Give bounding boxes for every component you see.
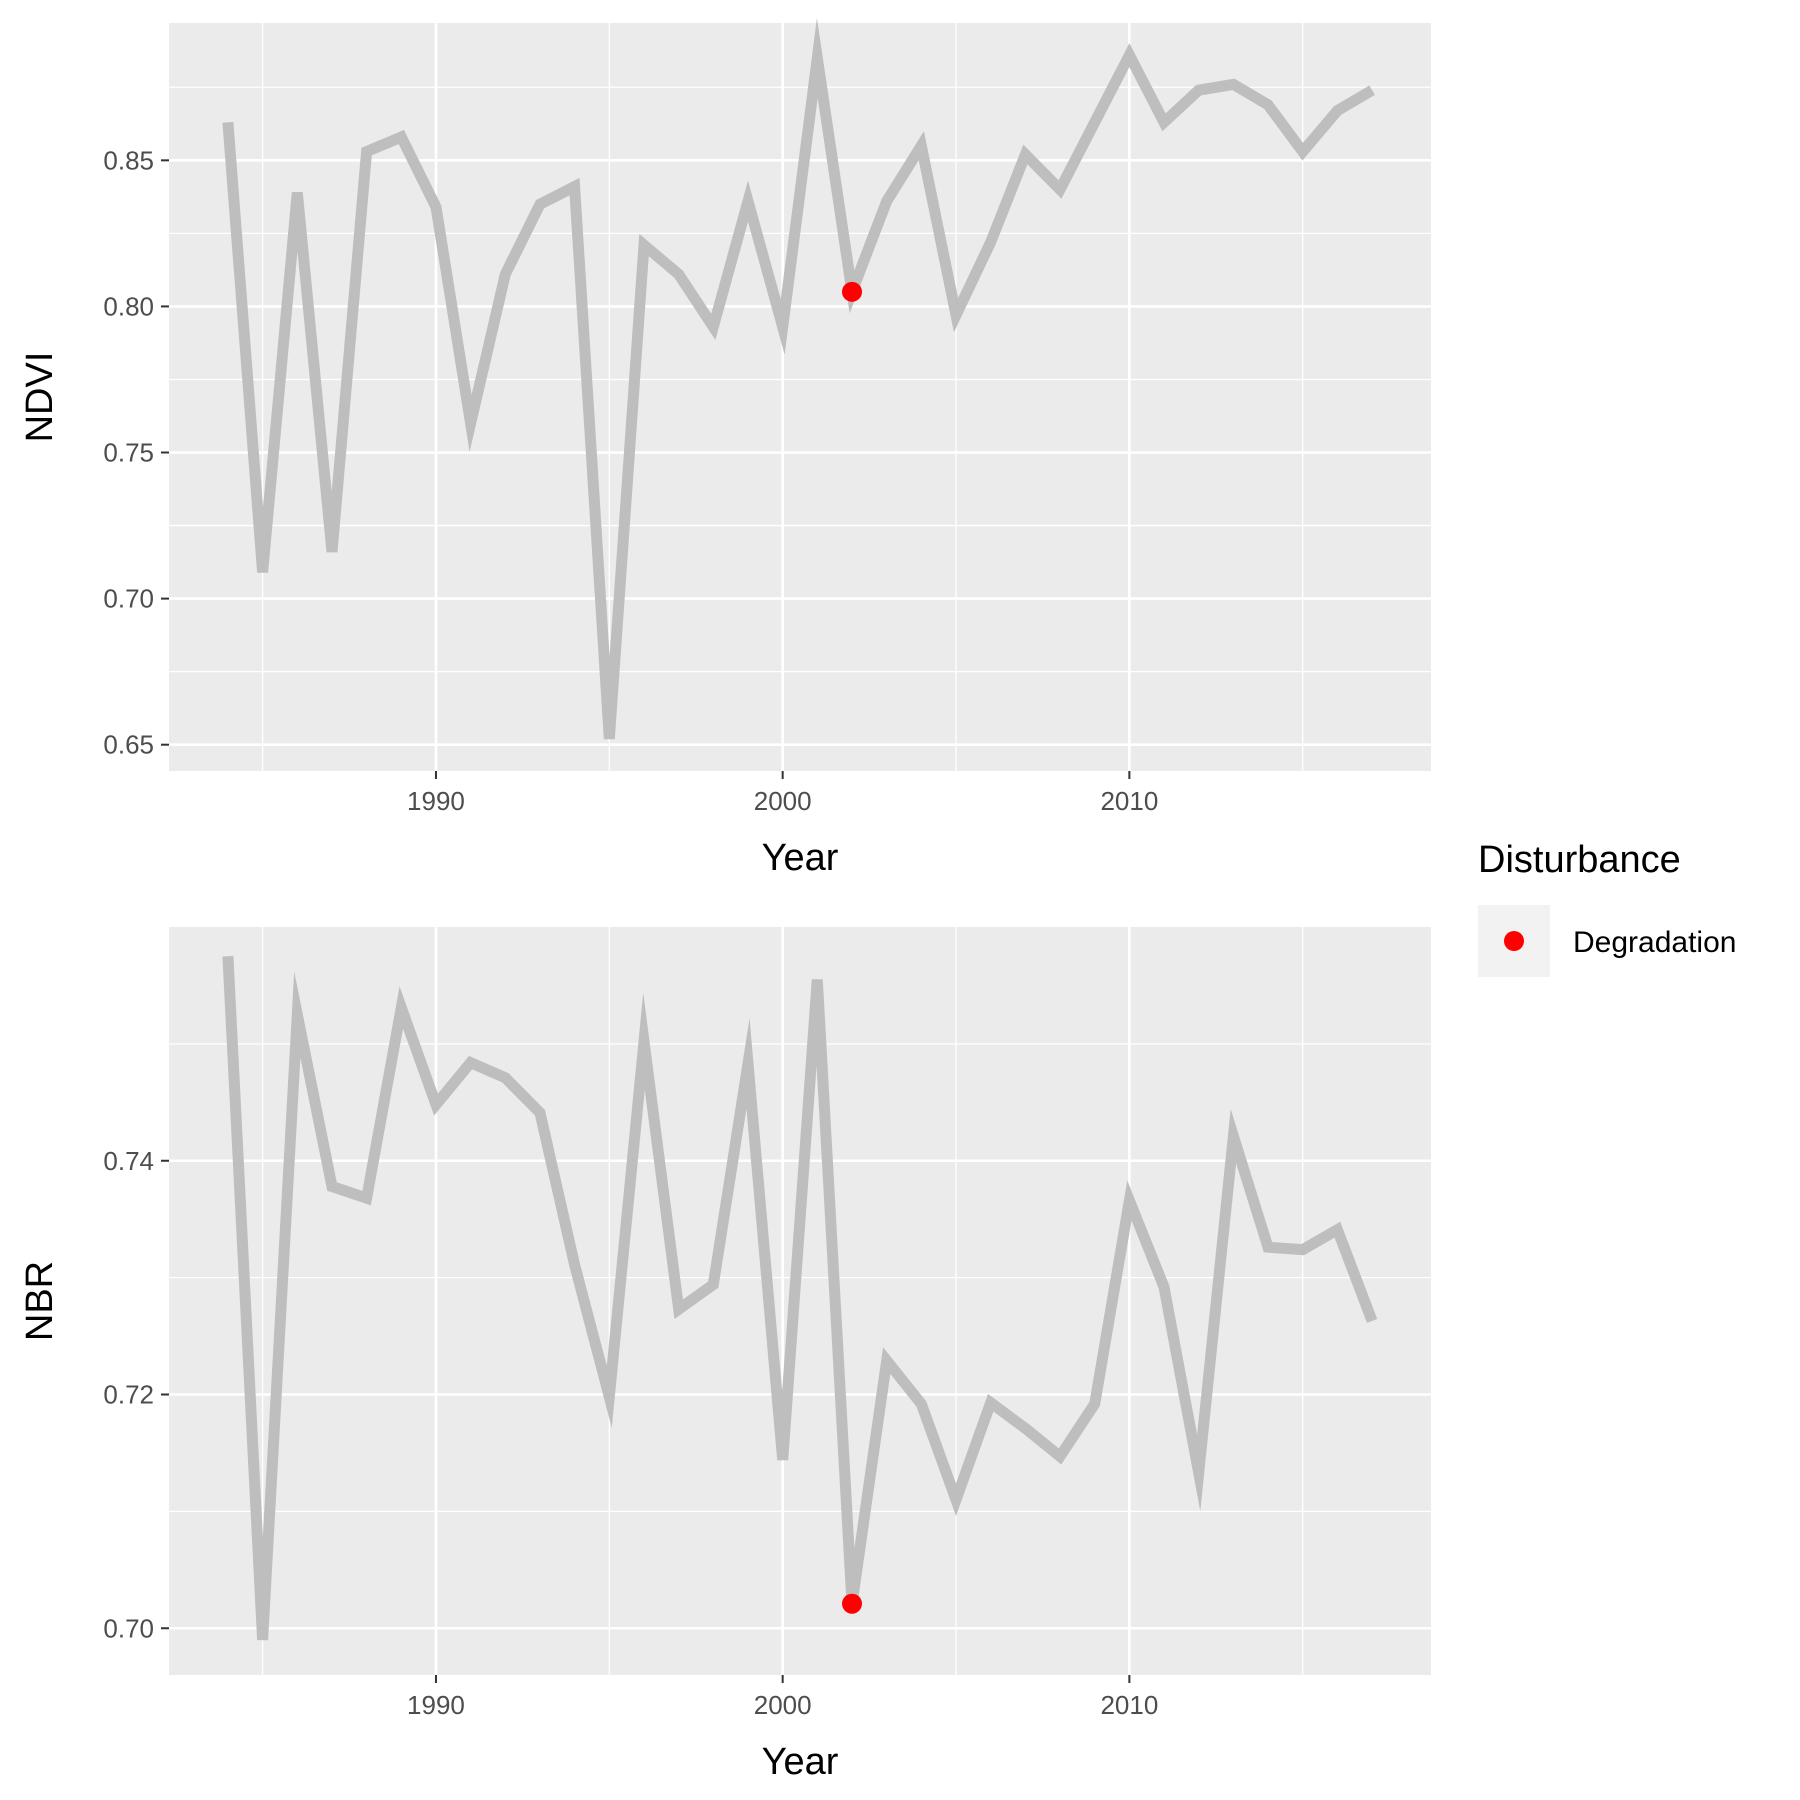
ndvi-y-tick-label: 0.70 xyxy=(103,584,154,614)
nbr-y-axis-ticks: 0.70 0.72 0.74 xyxy=(103,1146,169,1643)
nbr-x-axis-title: Year xyxy=(762,1741,839,1783)
ndvi-y-axis-ticks: 0.65 0.70 0.75 0.80 0.85 xyxy=(103,145,169,760)
ndvi-x-axis-title: Year xyxy=(762,837,839,879)
nbr-series-line xyxy=(222,955,1378,1641)
nbr-y-tick-label: 0.70 xyxy=(103,1613,154,1643)
ndvi-x-tick-label: 1990 xyxy=(407,786,465,816)
ndvi-y-tick-label: 0.75 xyxy=(103,438,154,468)
ndvi-panel: 0.65 0.70 0.75 0.80 0.85 1990 2000 2010 Year N… xyxy=(19,18,1431,879)
ndvi-y-axis-title: NDVI xyxy=(19,352,61,443)
nbr-y-tick-label: 0.72 xyxy=(103,1380,154,1410)
legend-title: Disturbance xyxy=(1478,839,1681,881)
nbr-panel: 0.70 0.72 0.74 1990 2000 2010 Year NBR xyxy=(19,927,1431,1783)
nbr-x-tick-label: 2000 xyxy=(754,1690,812,1720)
ndvi-x-tick-label: 2010 xyxy=(1100,786,1158,816)
nbr-disturbance-points xyxy=(842,1593,863,1614)
legend-key-degradation-dot xyxy=(1504,931,1524,951)
nbr-line-path xyxy=(222,955,1378,1641)
nbr-degradation-point xyxy=(842,1593,863,1614)
nbr-gridlines xyxy=(169,927,1431,1675)
nbr-x-tick-label: 2010 xyxy=(1100,1690,1158,1720)
ndvi-y-tick-label: 0.80 xyxy=(103,291,154,321)
ndvi-line-path xyxy=(222,18,1375,740)
ndvi-panel-background xyxy=(169,23,1431,771)
ndvi-x-tick-label: 2000 xyxy=(754,786,812,816)
ndvi-y-tick-label: 0.65 xyxy=(103,730,154,760)
nbr-x-tick-label: 1990 xyxy=(407,1690,465,1720)
legend-label-degradation: Degradation xyxy=(1573,926,1736,959)
legend: Disturbance Degradation xyxy=(1478,839,1736,977)
ndvi-disturbance-points xyxy=(842,281,863,302)
ndvi-degradation-point xyxy=(842,281,863,302)
ndvi-y-tick-label: 0.85 xyxy=(103,145,154,175)
nbr-y-axis-title: NBR xyxy=(19,1261,61,1341)
ndvi-series-line xyxy=(222,18,1375,740)
nbr-y-tick-label: 0.74 xyxy=(103,1146,154,1176)
ndvi-x-axis-ticks: 1990 2000 2010 xyxy=(407,771,1158,816)
nbr-x-axis-ticks: 1990 2000 2010 xyxy=(407,1675,1158,1720)
nbr-panel-background xyxy=(169,927,1431,1675)
